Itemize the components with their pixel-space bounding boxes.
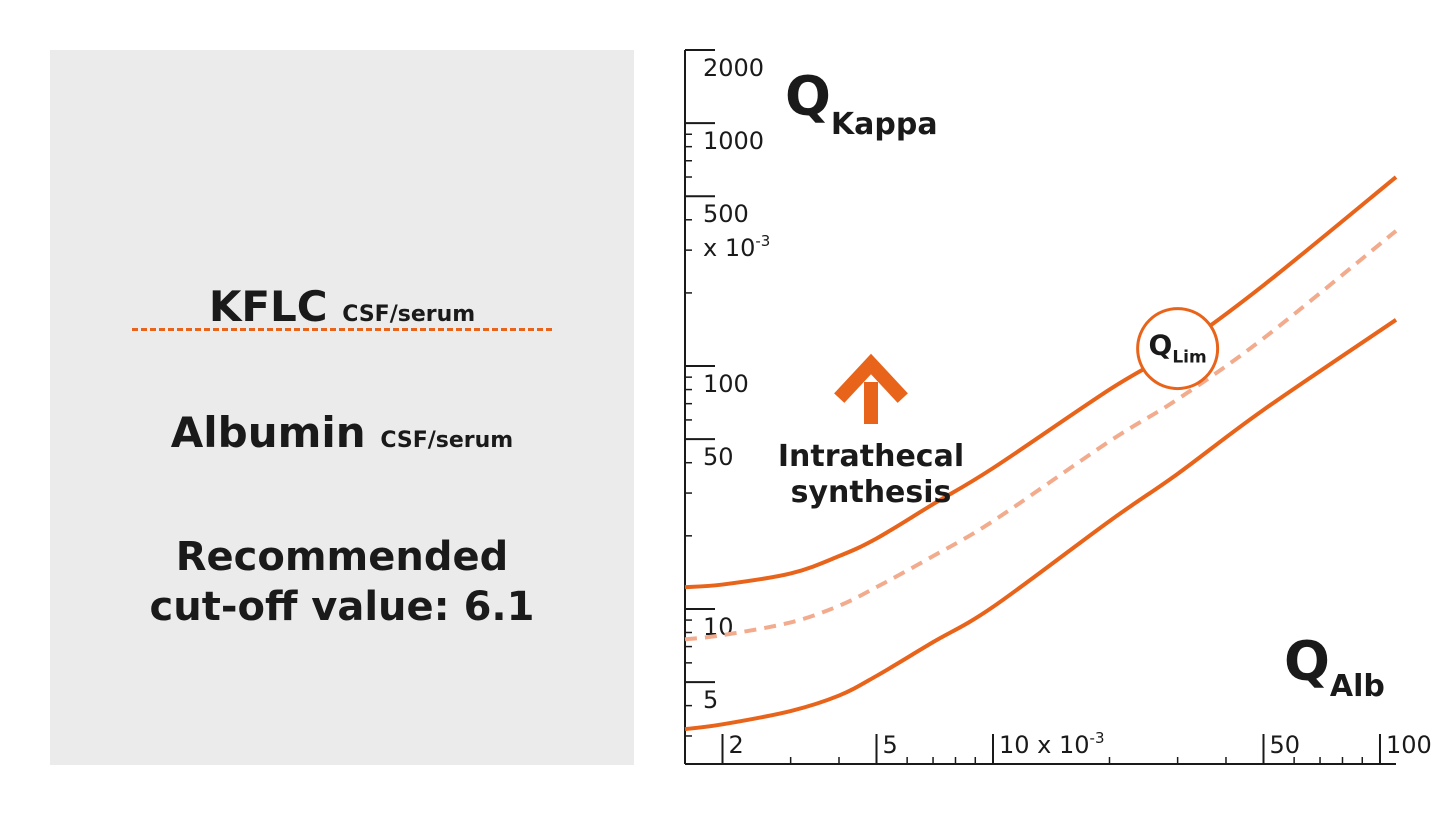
albumin-subscript: CSF/serum [380, 428, 514, 453]
x-unit-exponent: -3 [1090, 729, 1105, 747]
info-panel: KFLC CSF/serum Albumin CSF/serum Recomme… [50, 50, 634, 765]
x-tick-label: 5 [883, 731, 898, 759]
y-tick-label: 2000 [703, 54, 764, 82]
albumin-ratio-label: Albumin CSF/serum [50, 408, 634, 457]
arrow-shaft [864, 382, 878, 424]
intrathecal-synthesis-arrow [834, 353, 908, 424]
y-unit-label: x 10-3 [703, 232, 770, 262]
y-tick-label: 100 [703, 370, 749, 398]
intrathecal-label: Intrathecal [778, 439, 964, 474]
albumin-text: Albumin [170, 408, 366, 457]
x-tick-label: 100 [1386, 731, 1432, 759]
y-tick-label: 1000 [703, 127, 764, 155]
kflc-ratio-label: KFLC CSF/serum [50, 282, 634, 331]
x-tick-label: 10 x 10-3 [999, 729, 1105, 759]
synthesis-label: synthesis [791, 475, 952, 510]
y-tick-label: 500 [703, 200, 749, 228]
kflc-text: KFLC [208, 282, 328, 331]
y-tick-label: 5 [703, 686, 718, 714]
kflc-subscript: CSF/serum [342, 302, 476, 327]
qlim-label: QLim [1149, 329, 1207, 368]
y-axis-ticks [685, 49, 715, 737]
x-tick-label: 50 [1269, 731, 1300, 759]
chart-axes [684, 50, 1396, 765]
y-axis-title: QKappa [785, 65, 938, 142]
arrow-up-icon [834, 353, 908, 403]
x-axis-tick-labels: 2 5 10 x 10-3 50 100 [729, 729, 1432, 759]
fraction-divider [132, 328, 552, 331]
lower-limit-curve [684, 318, 1398, 732]
x-axis-ticks [721, 734, 1381, 764]
x-axis-title: QAlb [1284, 630, 1385, 704]
y-tick-label: 50 [703, 443, 734, 471]
mean-curve [684, 229, 1398, 642]
cutoff-line-1: Recommended [175, 534, 509, 580]
upper-limit-curve [684, 175, 1398, 590]
qlim-marker: QLim [1136, 307, 1220, 391]
x-tick-label: 2 [729, 731, 744, 759]
qlim-circle [1136, 307, 1220, 391]
cutoff-text: Recommended cut-off value: 6.1 [50, 532, 634, 632]
cutoff-line-2: cut-off value: 6.1 [149, 584, 535, 630]
reference-curves [684, 175, 1398, 732]
